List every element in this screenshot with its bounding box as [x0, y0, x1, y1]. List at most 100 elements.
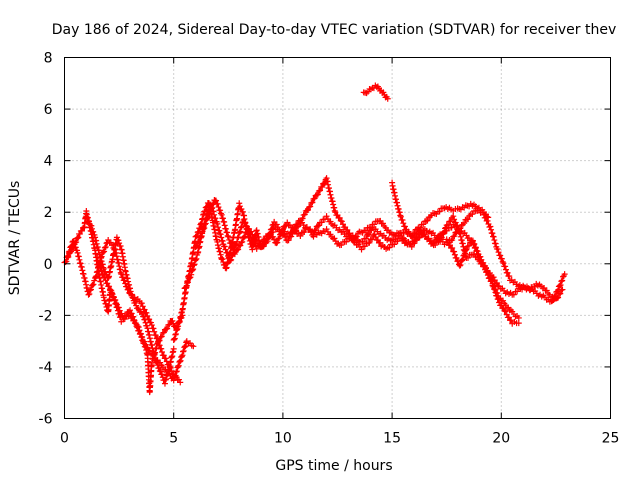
- data-point-marker: [85, 291, 92, 298]
- data-point-marker: [200, 225, 207, 232]
- data-point-marker: [315, 222, 322, 229]
- data-point-marker: [156, 337, 163, 344]
- data-point-marker: [358, 246, 365, 253]
- data-point-marker: [215, 224, 222, 231]
- data-point-marker: [508, 317, 515, 324]
- data-point-marker: [212, 215, 219, 222]
- data-point-marker: [65, 252, 72, 259]
- data-point-marker: [199, 230, 206, 237]
- data-point-marker: [391, 241, 398, 248]
- data-point-marker: [552, 292, 559, 299]
- data-point-marker: [262, 239, 269, 246]
- data-point-marker: [98, 267, 105, 274]
- data-point-marker: [217, 231, 224, 238]
- data-point-marker: [183, 283, 190, 290]
- data-layer: [61, 82, 568, 396]
- data-point-marker: [297, 233, 304, 240]
- data-point-marker: [219, 238, 226, 245]
- data-point-marker: [311, 195, 318, 202]
- data-point-marker: [169, 370, 176, 377]
- x-tick-label: 15: [383, 431, 401, 447]
- data-point-marker: [327, 231, 334, 238]
- data-point-marker: [204, 215, 211, 222]
- data-point-marker: [451, 233, 458, 240]
- data-point-marker: [143, 347, 150, 354]
- data-point-marker: [260, 243, 267, 250]
- data-point-marker: [64, 253, 71, 260]
- data-point-marker: [234, 238, 241, 245]
- data-point-marker: [362, 227, 369, 234]
- data-point-marker: [175, 363, 182, 370]
- data-point-marker: [85, 218, 92, 225]
- data-point-marker: [411, 240, 418, 247]
- data-point-marker: [136, 327, 143, 334]
- data-point-marker: [396, 230, 403, 237]
- data-point-marker: [117, 242, 124, 249]
- data-point-marker: [456, 262, 463, 269]
- data-point-marker: [436, 208, 443, 215]
- data-point-marker: [71, 241, 78, 248]
- data-point-marker: [469, 237, 476, 244]
- data-point-marker: [169, 317, 176, 324]
- data-point-marker: [408, 243, 415, 250]
- data-point-marker: [561, 271, 568, 278]
- data-point-marker: [205, 211, 212, 218]
- data-point-marker: [75, 234, 82, 241]
- data-point-marker: [140, 313, 147, 320]
- data-point-marker: [249, 231, 256, 238]
- data-point-marker: [191, 261, 198, 268]
- data-point-marker: [152, 349, 159, 356]
- data-point-marker: [159, 371, 166, 378]
- data-point-marker: [189, 266, 196, 273]
- data-point-marker: [226, 236, 233, 243]
- data-point-marker: [559, 286, 566, 293]
- data-point-marker: [135, 324, 142, 331]
- data-point-marker: [231, 251, 238, 258]
- data-point-marker: [160, 352, 167, 359]
- data-point-marker: [89, 282, 96, 289]
- data-point-marker: [460, 252, 467, 259]
- data-point-marker: [323, 226, 330, 233]
- data-point-marker: [449, 237, 456, 244]
- data-point-marker: [472, 244, 479, 251]
- data-point-marker: [323, 213, 330, 220]
- data-point-marker: [90, 228, 97, 235]
- data-point-marker: [314, 191, 321, 198]
- data-point-marker: [83, 213, 90, 220]
- data-point-marker: [459, 256, 466, 263]
- data-point-marker: [240, 234, 247, 241]
- data-point-marker: [440, 229, 447, 236]
- data-point-marker: [237, 224, 244, 231]
- data-point-marker: [164, 325, 171, 332]
- data-point-marker: [267, 230, 274, 237]
- data-point-marker: [151, 350, 158, 357]
- data-point-marker: [451, 216, 458, 223]
- data-point-marker: [192, 256, 199, 263]
- data-point-marker: [190, 266, 197, 273]
- data-point-marker: [239, 238, 246, 245]
- y-tick-label: 2: [44, 205, 53, 221]
- data-point-marker: [238, 239, 245, 246]
- data-point-marker: [214, 220, 221, 227]
- y-tick-label: -4: [39, 360, 53, 376]
- data-point-marker: [475, 251, 482, 258]
- x-tick-label: 0: [60, 431, 69, 447]
- data-point-marker: [110, 294, 117, 301]
- data-point-marker: [149, 356, 156, 363]
- data-point-marker: [190, 262, 197, 269]
- data-point-marker: [455, 225, 462, 232]
- data-point-marker: [481, 263, 488, 270]
- data-point-marker: [336, 214, 343, 221]
- data-point-marker: [222, 246, 229, 253]
- data-point-marker: [557, 290, 564, 297]
- data-point-marker: [88, 222, 95, 229]
- data-point-marker: [202, 221, 209, 228]
- data-point-marker: [248, 228, 255, 235]
- data-point-marker: [160, 329, 167, 336]
- data-point-marker: [366, 239, 373, 246]
- data-point-marker: [215, 204, 222, 211]
- data-point-marker: [237, 242, 244, 249]
- data-point-marker: [361, 243, 368, 250]
- data-point-marker: [132, 299, 139, 306]
- data-point-marker: [219, 256, 226, 263]
